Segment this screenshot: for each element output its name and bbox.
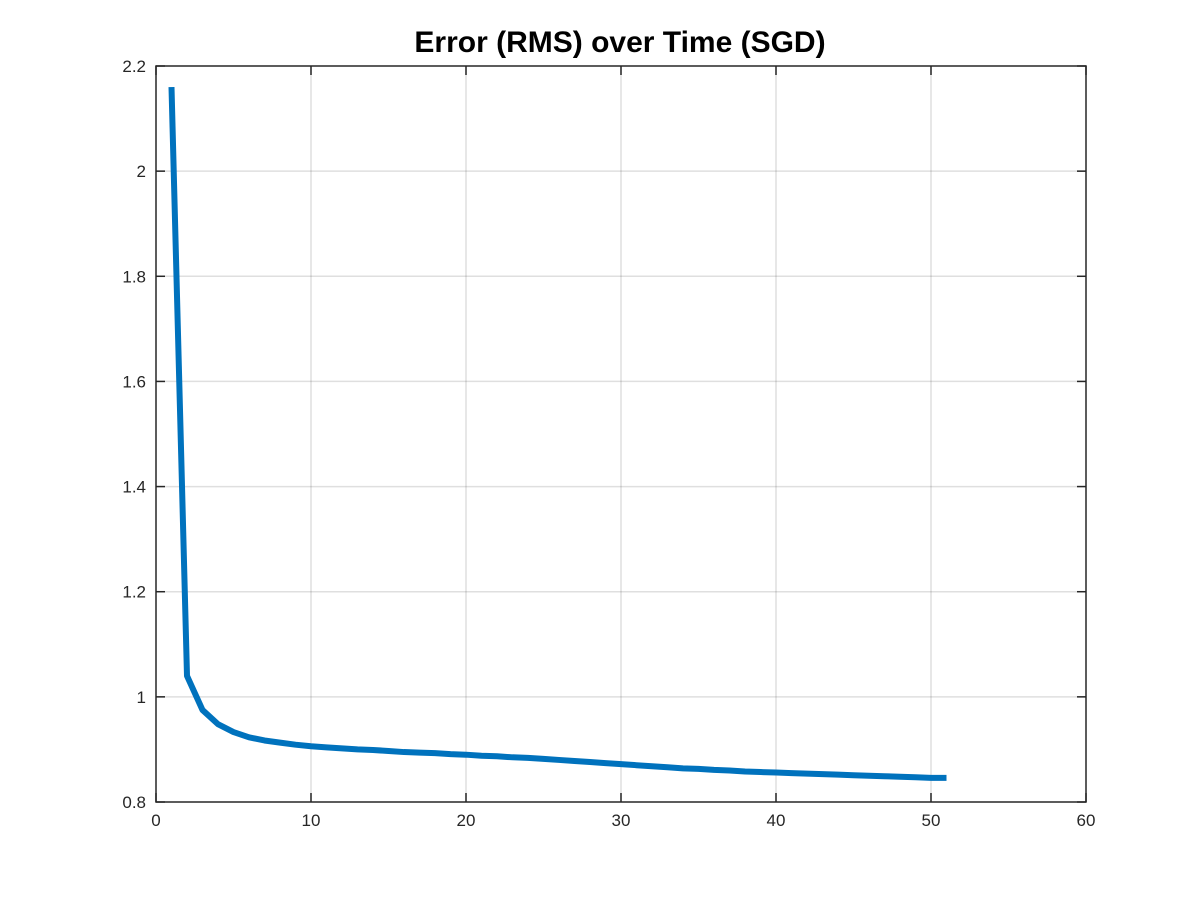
tick-marks	[155, 65, 1087, 803]
y-tick-label: 1.4	[122, 478, 146, 497]
chart-title: Error (RMS) over Time (SGD)	[414, 26, 825, 59]
x-tick-label: 0	[151, 811, 160, 830]
x-axis-tick-labels: 0 10 20 30 40 50 60	[151, 811, 1095, 830]
series-layer	[168, 86, 947, 781]
y-tick-label: 0.8	[122, 793, 146, 812]
y-tick-label: 2	[137, 162, 146, 181]
x-tick-label: 20	[457, 811, 476, 830]
y-tick-label: 1.2	[122, 583, 146, 602]
x-tick-label: 40	[767, 811, 786, 830]
series-line	[168, 86, 947, 781]
grid	[156, 66, 1086, 802]
y-tick-label: 1.6	[122, 372, 146, 391]
y-tick-label: 1	[137, 688, 146, 707]
x-tick-label: 10	[302, 811, 321, 830]
x-tick-label: 50	[922, 811, 941, 830]
x-tick-label: 60	[1077, 811, 1096, 830]
y-axis-tick-labels: 0.8 1 1.2 1.4 1.6 1.8 2 2.2	[122, 57, 146, 812]
y-tick-label: 1.8	[122, 267, 146, 286]
x-tick-label: 30	[612, 811, 631, 830]
y-tick-label: 2.2	[122, 57, 146, 76]
